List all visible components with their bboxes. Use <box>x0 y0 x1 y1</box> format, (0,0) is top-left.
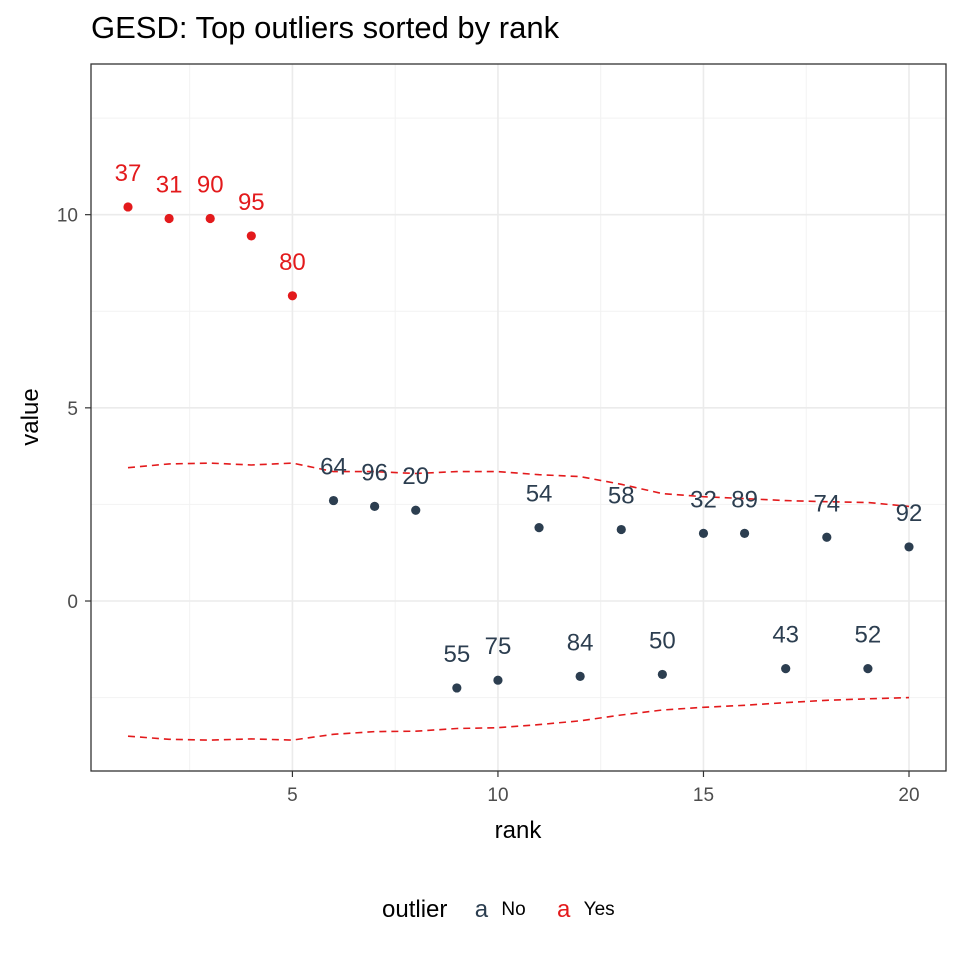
data-point <box>328 495 339 506</box>
data-point <box>863 664 873 674</box>
x-tick-label: 15 <box>693 785 714 806</box>
y-axis-title: value <box>17 388 44 445</box>
limit-lines <box>127 462 910 741</box>
x-tick-label: 5 <box>287 785 298 806</box>
x-tick-label: 20 <box>898 785 919 806</box>
point-label: 58 <box>608 483 635 510</box>
data-point <box>739 528 750 539</box>
data-point <box>534 523 544 533</box>
data-point <box>246 231 256 241</box>
data-point <box>698 528 709 539</box>
data-point <box>370 501 380 511</box>
legend-key-no: a <box>474 896 489 923</box>
point-label: 43 <box>772 622 799 649</box>
grid-major <box>91 64 946 771</box>
point-label: 74 <box>813 490 840 517</box>
data-point <box>205 213 215 224</box>
point-label: 52 <box>855 622 882 649</box>
legend: outlier a No a Yes <box>0 893 960 927</box>
data-point <box>411 505 421 515</box>
point-label: 54 <box>526 481 553 508</box>
data-point <box>904 542 914 552</box>
data-point <box>287 291 298 301</box>
point-label: 92 <box>896 500 923 527</box>
y-axis-ticks: 0 5 10 <box>57 206 91 613</box>
point-label: 31 <box>156 172 183 199</box>
y-tick-label: 0 <box>67 592 78 613</box>
data-point <box>452 683 462 693</box>
point-label: 55 <box>443 641 470 668</box>
legend-title: outlier <box>382 896 448 923</box>
y-tick-label: 10 <box>57 206 78 227</box>
data-point <box>123 202 133 212</box>
point-label: 32 <box>690 486 717 513</box>
data-point <box>781 664 791 674</box>
point-label: 89 <box>731 486 758 513</box>
legend-label-yes: Yes <box>583 899 615 920</box>
limit-lower-line <box>127 696 910 741</box>
point-label: 20 <box>402 463 429 490</box>
data-point <box>493 675 503 685</box>
point-label: 50 <box>649 627 676 654</box>
point-label: 90 <box>197 172 224 199</box>
plot-panel-border <box>90 63 947 772</box>
grid-minor <box>91 64 946 771</box>
y-tick-label: 5 <box>67 399 78 420</box>
legend-label-no: No <box>501 899 526 920</box>
point-label: 84 <box>567 629 594 656</box>
x-tick-label: 10 <box>487 785 508 806</box>
point-label: 37 <box>115 160 142 187</box>
point-label: 75 <box>485 633 512 660</box>
data-point <box>822 532 832 542</box>
x-axis-ticks: 5 10 15 20 <box>287 771 920 806</box>
point-labels: 37 31 90 95 80 64 96 20 55 75 54 84 58 50 32 89 43 74 52 92 <box>115 160 923 668</box>
data-points <box>123 202 914 693</box>
point-label: 95 <box>238 189 265 216</box>
plot-panel-background <box>91 64 946 771</box>
data-point <box>575 671 585 681</box>
data-point <box>657 669 667 680</box>
legend-row: outlier a No a Yes <box>382 893 641 927</box>
x-axis-title: rank <box>495 817 543 844</box>
data-point <box>616 524 626 535</box>
chart-title: GESD: Top outliers sorted by rank <box>91 10 560 45</box>
point-label: 80 <box>279 249 306 276</box>
point-label: 96 <box>361 459 388 486</box>
data-point <box>164 213 174 224</box>
limit-upper-line <box>127 462 910 508</box>
point-label: 64 <box>320 454 347 481</box>
legend-key-yes: a <box>556 896 571 923</box>
